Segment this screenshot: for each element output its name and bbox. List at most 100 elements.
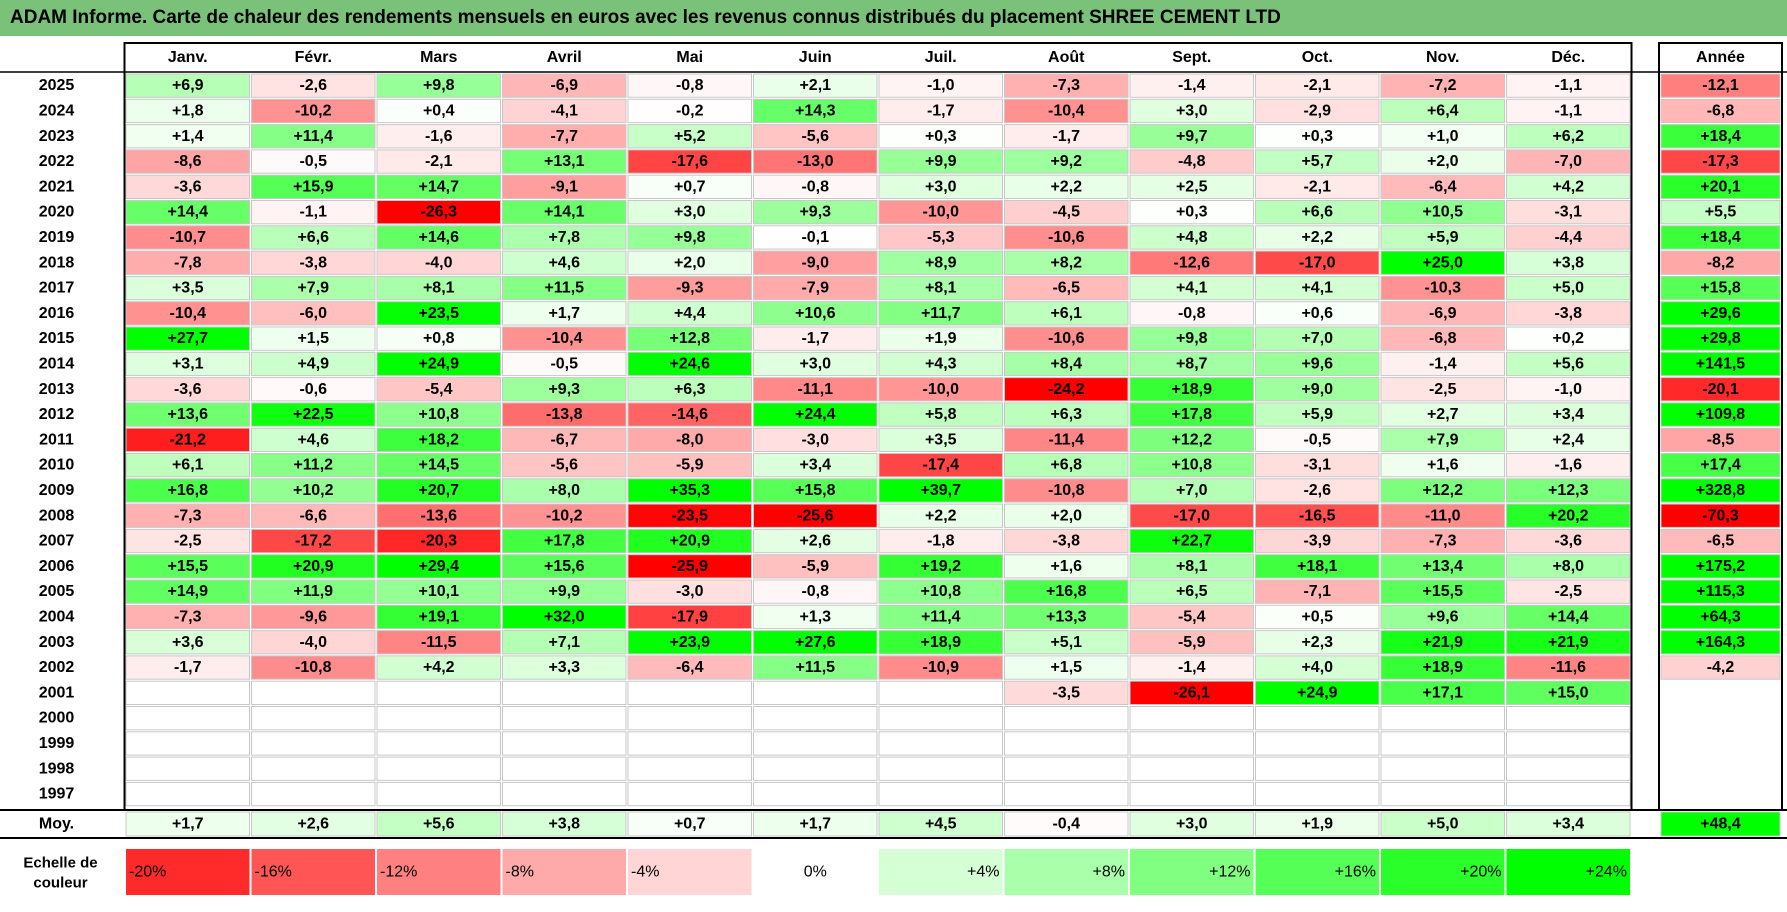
cell-value: -9,6 (299, 608, 327, 625)
heatmap-cell (1255, 124, 1380, 149)
cell-value: +14,9 (168, 583, 209, 600)
scale-swatch (879, 849, 1003, 895)
heatmap-cell (1129, 174, 1254, 199)
heatmap-cell (1255, 200, 1380, 225)
cell-value: +11,5 (544, 280, 584, 297)
heatmap-cell (1004, 250, 1129, 275)
heatmap-cell (502, 301, 627, 326)
cell-value: -10,7 (170, 229, 207, 246)
heatmap-cell (376, 528, 501, 554)
heatmap-cell (1506, 200, 1631, 225)
annual-cell (1660, 200, 1781, 225)
annual-cell (1661, 757, 1780, 781)
cell-value: -3,8 (299, 254, 327, 271)
heatmap-cell (627, 402, 752, 427)
average-cell (125, 811, 250, 837)
annual-cell (1660, 579, 1781, 604)
heatmap-cell (1004, 756, 1129, 781)
cell-value: -7,9 (801, 280, 829, 297)
annual-cell (1660, 377, 1781, 402)
heatmap-cell (878, 478, 1003, 503)
heatmap-cell (753, 604, 878, 630)
heatmap-cell (1380, 250, 1505, 275)
cell-value: -3,1 (1303, 457, 1331, 474)
heatmap-cell (1129, 528, 1254, 554)
cell-value: +2,2 (1301, 229, 1333, 246)
heatmap-cell (1506, 453, 1631, 478)
year-label: 2018 (39, 254, 75, 271)
heatmap-cell (1129, 781, 1254, 807)
heatmap-cell (878, 98, 1003, 124)
cell-value: +15,9 (293, 178, 334, 195)
heatmap-cell (502, 351, 627, 377)
heatmap-cell (1255, 275, 1380, 301)
cell-value: +9,2 (1050, 153, 1082, 170)
cell-value: +32,0 (544, 608, 585, 625)
scale-swatch (1381, 849, 1505, 895)
cell-value: +13,3 (1046, 608, 1087, 625)
heatmap-cell (125, 528, 250, 554)
cell-value: -5,4 (425, 381, 453, 398)
heatmap-cell (1506, 124, 1631, 149)
cell-value: -24,2 (1048, 381, 1085, 398)
heatmap-cell (502, 554, 627, 579)
annual-cell (1660, 301, 1781, 326)
heatmap-cell (753, 453, 878, 478)
cell-value: -9,1 (550, 178, 578, 195)
heatmap-cell (251, 98, 376, 124)
heatmap-cell (1506, 174, 1631, 199)
heatmap-cell (1255, 225, 1380, 250)
cell-value: -2,5 (1554, 583, 1582, 600)
cell-value: -5,6 (801, 128, 829, 145)
heatmap-cell (376, 579, 501, 604)
scale-value: -8% (506, 864, 534, 881)
heatmap-cell (502, 478, 627, 503)
cell-value: -25,6 (797, 507, 834, 524)
heatmap-cell (376, 275, 501, 301)
cell-value: +4,2 (423, 659, 455, 676)
cell-value: +0,3 (1176, 204, 1208, 221)
cell-value: -7,7 (550, 128, 578, 145)
heatmap-cell (502, 225, 627, 250)
heatmap-cell (1380, 225, 1505, 250)
cell-value: -1,0 (1554, 381, 1582, 398)
heatmap-cell (376, 731, 501, 756)
heatmap-cell (627, 680, 752, 706)
cell-value: +13,4 (1423, 558, 1464, 575)
cell-value: -4,8 (1178, 153, 1206, 170)
heatmap-cell (502, 503, 627, 528)
cell-value: +16,8 (168, 482, 209, 499)
cell-value: +3,1 (172, 355, 204, 372)
heatmap-cell (1129, 503, 1254, 528)
cell-value: +14,3 (795, 102, 836, 119)
year-label: 2017 (39, 280, 75, 297)
cell-value: -13,6 (421, 507, 458, 524)
average-value: +1,7 (172, 816, 204, 833)
cell-value: +2,7 (1427, 406, 1459, 423)
chart-title: ADAM Informe. Carte de chaleur des rende… (0, 0, 1787, 36)
heatmap-cell (1506, 427, 1631, 453)
cell-value: -26,3 (421, 204, 458, 221)
heatmap-cell (627, 250, 752, 275)
heatmap-cell (1129, 604, 1254, 630)
month-header: Oct. (1302, 49, 1333, 66)
heatmap-cell (1004, 149, 1129, 174)
cell-value: +10,1 (419, 583, 460, 600)
heatmap-cell (376, 98, 501, 124)
annual-value: +15,8 (1700, 280, 1741, 297)
cell-value: +10,2 (293, 482, 334, 499)
heatmap-cell (1129, 630, 1254, 655)
cell-value: +6,2 (1552, 128, 1584, 145)
cell-value: +8,1 (423, 280, 455, 297)
heatmap-cell (627, 73, 752, 98)
heatmap-cell (1129, 655, 1254, 680)
heatmap-cell (627, 781, 752, 807)
heatmap-cell (1506, 402, 1631, 427)
average-cell (1129, 811, 1254, 837)
heatmap-cell (251, 200, 376, 225)
annual-cell (1660, 250, 1781, 275)
heatmap-cell (1380, 731, 1505, 756)
annual-value: -6,8 (1707, 102, 1735, 119)
heatmap-cell (753, 275, 878, 301)
annual-cell (1660, 503, 1781, 528)
